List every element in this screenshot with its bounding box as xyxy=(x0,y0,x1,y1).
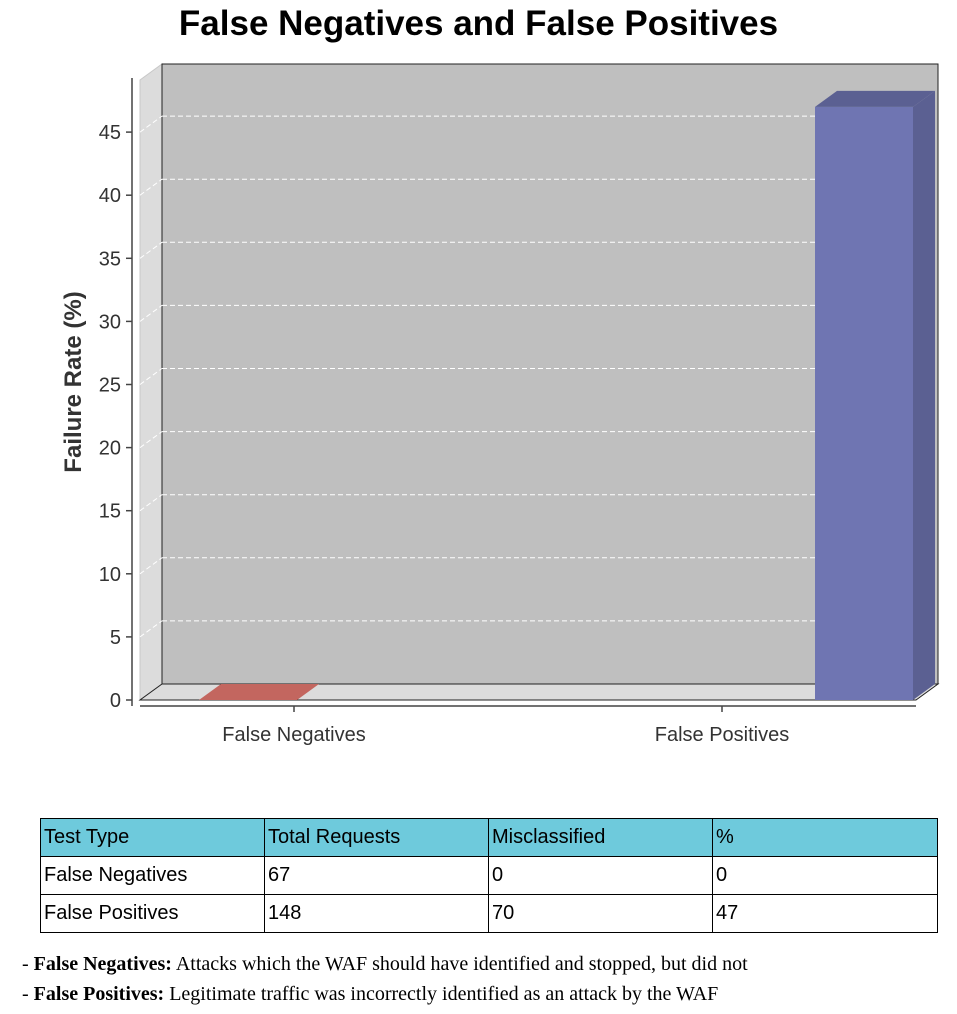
results-table: Test Type Total Requests Misclassified %… xyxy=(40,818,938,933)
y-axis-title: Failure Rate (%) xyxy=(60,291,87,472)
y-tick-label: 20 xyxy=(99,438,121,460)
bar-side xyxy=(913,90,935,701)
gridline-side xyxy=(139,557,163,575)
gridline-side xyxy=(139,178,163,196)
cell-total-requests: 148 xyxy=(264,894,489,933)
table-row: False Negatives 67 0 0 xyxy=(40,856,938,895)
bar-top xyxy=(199,684,319,700)
definition-false-negatives: - False Negatives: Attacks which the WAF… xyxy=(22,950,748,980)
bar-top xyxy=(815,90,935,107)
y-tick-label: 10 xyxy=(99,564,121,586)
y-tick-label: 30 xyxy=(99,311,121,333)
definition-false-positives: - False Positives: Legitimate traffic wa… xyxy=(22,980,748,1010)
definitions-list: - False Negatives: Attacks which the WAF… xyxy=(22,950,748,1010)
bar-false-positives xyxy=(815,90,935,701)
cell-misclassified: 70 xyxy=(488,894,713,933)
y-tick-label: 35 xyxy=(99,248,121,270)
gridline-side xyxy=(139,368,163,385)
y-tick-label: 25 xyxy=(99,375,121,397)
gridline-side xyxy=(139,494,163,512)
plot-back-wall xyxy=(161,63,939,685)
definition-prefix: - xyxy=(22,953,34,975)
chart-title: False Negatives and False Positives xyxy=(178,4,779,43)
definition-text: Attacks which the WAF should have identi… xyxy=(171,953,748,975)
definition-text: Legitimate traffic was incorrectly ident… xyxy=(164,983,719,1005)
cell-test-type: False Negatives xyxy=(40,856,265,895)
y-tick-label: 0 xyxy=(110,690,121,712)
definition-prefix: - xyxy=(22,983,34,1005)
header-total-requests: Total Requests xyxy=(264,818,489,857)
table-row: False Positives 148 70 47 xyxy=(40,894,938,933)
table-header-row: Test Type Total Requests Misclassified % xyxy=(40,818,938,857)
gridline-side xyxy=(139,241,163,259)
definition-term: False Negatives: xyxy=(33,953,172,975)
y-tick-label: 15 xyxy=(99,501,121,523)
x-tick-label: False Positives xyxy=(655,724,790,746)
header-percent: % xyxy=(712,818,938,857)
cell-test-type: False Positives xyxy=(40,894,265,933)
y-tick-label: 45 xyxy=(99,122,121,144)
gridline-side xyxy=(139,620,163,638)
x-tick-label: False Negatives xyxy=(222,724,365,746)
bar-front xyxy=(815,106,913,701)
y-tick-label: 40 xyxy=(99,185,121,207)
bar-false-negatives xyxy=(199,684,319,700)
header-misclassified: Misclassified xyxy=(488,818,713,857)
bar-chart: 0 5 10 15 20 25 30 35 40 45 Failure Rate (%) False … xyxy=(60,63,940,746)
cell-percent: 0 xyxy=(712,856,938,895)
gridline-side xyxy=(139,115,163,133)
cell-percent: 47 xyxy=(712,894,938,933)
cell-misclassified: 0 xyxy=(488,856,713,895)
gridline-side xyxy=(139,304,163,322)
cell-total-requests: 67 xyxy=(264,856,489,895)
header-test-type: Test Type xyxy=(40,818,265,857)
gridline-side xyxy=(139,431,163,449)
plot-floor xyxy=(138,683,940,701)
definition-term: False Positives: xyxy=(33,983,165,1005)
y-tick-label: 5 xyxy=(110,627,121,649)
